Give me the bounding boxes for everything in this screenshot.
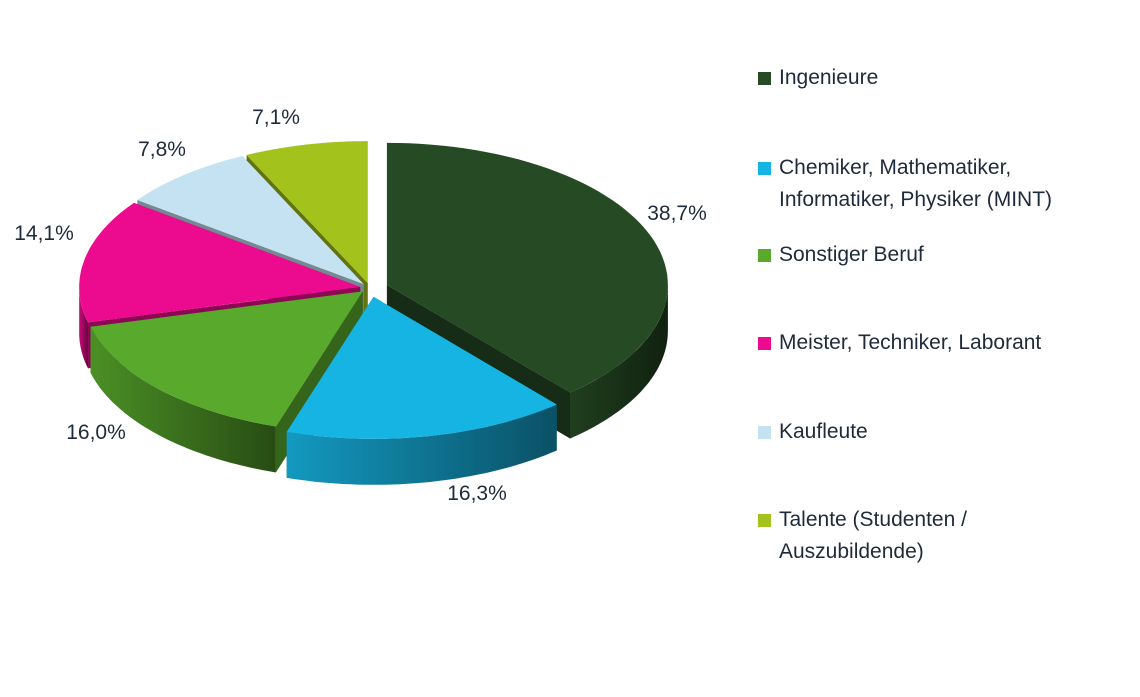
legend-label: Ingenieure — [779, 66, 879, 89]
data-label: 7,8% — [138, 138, 186, 161]
legend-item-kaufleute: Kaufleute — [758, 420, 868, 448]
legend-label: Talente (Studenten / Auszubildende) — [779, 504, 967, 568]
legend-label: Meister, Techniker, Laborant — [779, 331, 1042, 354]
legend-label: Chemiker, Mathematiker, Informatiker, Ph… — [779, 152, 1052, 216]
legend-label: Sonstiger Beruf — [779, 243, 924, 266]
pie-chart: 38,7% 16,3% 16,0% 14,1% 7,8% 7,1% — [14, 106, 707, 505]
legend-swatch — [758, 249, 771, 262]
legend-label-line: Chemiker, Mathematiker, — [779, 156, 1012, 179]
legend-label-line: Talente (Studenten / — [779, 508, 967, 531]
data-label: 16,3% — [447, 482, 507, 505]
legend-swatch — [758, 72, 771, 85]
data-label: 16,0% — [66, 421, 126, 444]
data-label: 7,1% — [252, 106, 300, 129]
legend-swatch — [758, 426, 771, 439]
legend-label-line: Auszubildende) — [779, 540, 924, 563]
pie-slice-chemiker — [286, 296, 557, 439]
legend-item-mint: Chemiker, Mathematiker, Informatiker, Ph… — [758, 156, 1052, 216]
legend-label: Kaufleute — [779, 420, 868, 443]
pie-slice-talente — [246, 141, 368, 284]
legend-label-line: Informatiker, Physiker (MINT) — [779, 188, 1053, 211]
legend-swatch — [758, 514, 771, 527]
legend-swatch — [758, 162, 771, 175]
legend-swatch — [758, 337, 771, 350]
pie-slice-ingenieure — [386, 142, 668, 393]
pie-slice-sonstiger — [90, 291, 363, 427]
legend-item-sonstiger-beruf: Sonstiger Beruf — [758, 243, 924, 271]
legend-item-ingenieure: Ingenieure — [758, 66, 878, 94]
data-label: 38,7% — [647, 202, 707, 225]
legend-item-meister: Meister, Techniker, Laborant — [758, 331, 1041, 359]
legend-item-talente: Talente (Studenten / Auszubildende) — [758, 508, 967, 568]
data-label: 14,1% — [14, 222, 74, 245]
pie-slice-kaufleute — [137, 156, 364, 285]
pie-slice-meister — [79, 202, 361, 323]
